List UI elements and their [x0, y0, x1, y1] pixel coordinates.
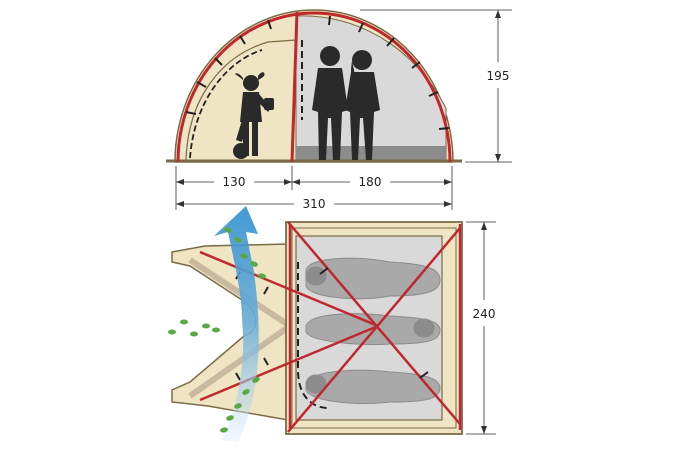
total-length-label: 310: [303, 197, 326, 211]
inner-length-label: 180: [359, 175, 382, 189]
child-silhouette-icon: [233, 72, 274, 159]
top-view: [168, 206, 463, 442]
vestibule-length-label: 130: [223, 175, 246, 189]
door-zip-top: [297, 262, 329, 409]
pole-clips: [185, 15, 450, 130]
footprints-icon: [168, 227, 266, 433]
adult-silhouettes-icon: [312, 46, 380, 160]
width-label: 240: [473, 307, 496, 321]
vestibule-inner-contour: [185, 39, 297, 161]
sleeping-bag-icon: [305, 257, 441, 404]
pole-cross-top: [199, 221, 462, 433]
center-pole: [290, 11, 299, 163]
side-view: [166, 9, 462, 163]
length-dimensions: 130 180 310: [175, 166, 453, 211]
width-dimension: 240: [466, 221, 496, 435]
height-label: 195: [487, 69, 510, 83]
door-zip-line: [189, 49, 263, 159]
airflow-arrow-icon: [214, 206, 259, 442]
height-dimension: 195: [360, 9, 512, 163]
